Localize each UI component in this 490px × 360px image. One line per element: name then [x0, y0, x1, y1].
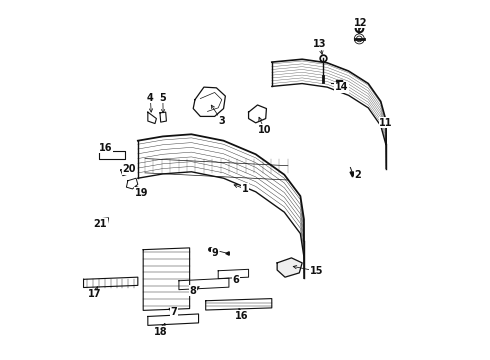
Text: 12: 12 [354, 18, 368, 28]
Text: 8: 8 [190, 286, 196, 296]
Text: 7: 7 [170, 307, 177, 317]
Text: 3: 3 [219, 116, 225, 126]
Text: 1: 1 [242, 184, 248, 194]
Text: 14: 14 [335, 82, 348, 92]
Text: 16: 16 [235, 311, 248, 321]
Text: 19: 19 [135, 188, 148, 198]
Text: 9: 9 [211, 248, 218, 258]
Text: 21: 21 [94, 219, 107, 229]
Text: 18: 18 [154, 327, 168, 337]
Text: 6: 6 [233, 275, 240, 285]
Text: 16: 16 [99, 143, 112, 153]
Text: 11: 11 [379, 118, 393, 128]
Text: 17: 17 [88, 289, 102, 299]
Text: 20: 20 [122, 164, 136, 174]
Text: 2: 2 [354, 170, 361, 180]
Text: 10: 10 [258, 125, 271, 135]
Text: 13: 13 [313, 39, 327, 49]
Polygon shape [277, 258, 302, 277]
Text: 5: 5 [159, 93, 166, 103]
Text: 4: 4 [147, 93, 154, 103]
Text: 15: 15 [310, 266, 323, 276]
